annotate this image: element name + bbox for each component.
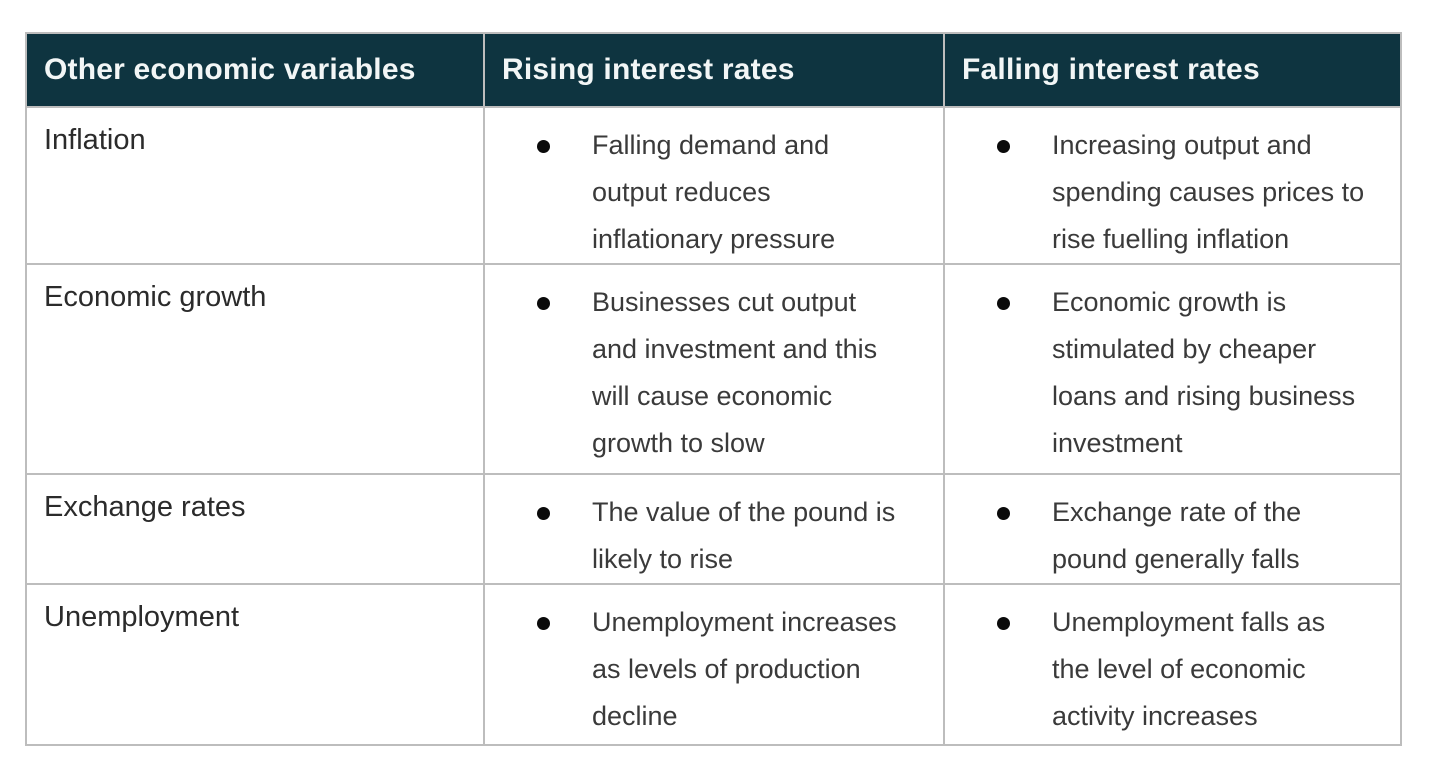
bullet-icon [997,617,1010,630]
rising-effect-text: Unemployment increases as levels of prod… [592,607,897,731]
interest-rates-effects-table: Other economic variables Rising interest… [25,32,1402,746]
table-header-row: Other economic variables Rising interest… [25,32,1402,108]
bullet-item: Economic growth is stimulated by cheaper… [946,279,1396,467]
header-other-economic-variables: Other economic variables [25,32,485,108]
variable-label: Inflation [44,124,146,156]
bullet-icon [997,507,1010,520]
rising-effect-text: The value of the pound is likely to rise [592,497,896,574]
falling-effect-text: Economic growth is stimulated by cheaper… [1052,287,1356,458]
bullet-item: The value of the pound is likely to rise [486,489,939,582]
variable-cell: Exchange rates [25,473,485,585]
variable-label: Exchange rates [44,491,246,523]
header-rising-interest-rates: Rising interest rates [483,32,945,108]
variable-label: Economic growth [44,281,267,313]
falling-cell: Unemployment falls as the level of econo… [943,583,1402,746]
table-row-unemployment: Unemployment Unemployment increases as l… [25,583,1402,746]
bullet-icon [537,507,550,520]
header-falling-interest-rates: Falling interest rates [943,32,1402,108]
falling-effect-text: Exchange rate of the pound generally fal… [1052,497,1302,574]
table-row-economic-growth: Economic growth Businesses cut output an… [25,263,1402,475]
falling-cell: Exchange rate of the pound generally fal… [943,473,1402,585]
falling-cell: Increasing output and spending causes pr… [943,106,1402,265]
variable-cell: Inflation [25,106,485,265]
falling-effect-text: Unemployment falls as the level of econo… [1052,607,1326,731]
bullet-item: Unemployment falls as the level of econo… [946,599,1396,740]
table-row-exchange-rates: Exchange rates The value of the pound is… [25,473,1402,585]
bullet-icon [537,140,550,153]
bullet-icon [537,617,550,630]
variable-cell: Unemployment [25,583,485,746]
rising-cell: Falling demand and output reduces inflat… [483,106,945,265]
bullet-icon [997,297,1010,310]
bullet-icon [997,140,1010,153]
bullet-icon [537,297,550,310]
rising-cell: Businesses cut output and investment and… [483,263,945,475]
falling-cell: Economic growth is stimulated by cheaper… [943,263,1402,475]
rising-cell: The value of the pound is likely to rise [483,473,945,585]
rising-effect-text: Falling demand and output reduces inflat… [592,130,836,254]
bullet-item: Falling demand and output reduces inflat… [486,122,939,262]
bullet-item: Increasing output and spending causes pr… [946,122,1396,262]
rising-cell: Unemployment increases as levels of prod… [483,583,945,746]
bullet-item: Businesses cut output and investment and… [486,279,939,467]
variable-cell: Economic growth [25,263,485,475]
bullet-item: Exchange rate of the pound generally fal… [946,489,1396,582]
table-row-inflation: Inflation Falling demand and output redu… [25,106,1402,265]
bullet-item: Unemployment increases as levels of prod… [486,599,939,740]
variable-label: Unemployment [44,601,240,633]
falling-effect-text: Increasing output and spending causes pr… [1052,130,1365,254]
rising-effect-text: Businesses cut output and investment and… [592,287,878,458]
